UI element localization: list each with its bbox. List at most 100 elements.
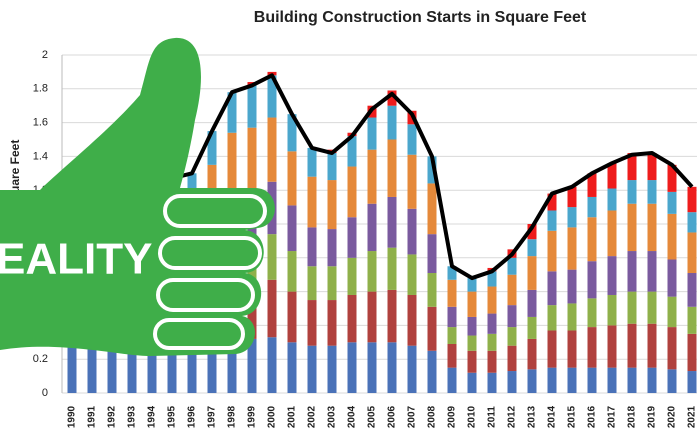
x-tick-label: 2011	[487, 406, 498, 428]
bar-segment	[468, 292, 477, 317]
bar-segment	[428, 234, 437, 273]
bar-segment	[528, 369, 537, 393]
bar-segment	[308, 227, 317, 266]
bar-segment	[448, 344, 457, 368]
bar-segment	[468, 278, 477, 292]
bar-segment	[288, 292, 297, 343]
bar-segment	[668, 369, 677, 393]
bar-segment	[228, 133, 237, 192]
x-tick-label: 2009	[447, 405, 458, 428]
bar-segment	[428, 351, 437, 393]
y-tick-label: 0.2	[33, 353, 48, 365]
bar-segment	[608, 256, 617, 295]
bar-segment	[668, 297, 677, 327]
bar-segment	[388, 140, 397, 197]
bar-segment	[628, 292, 637, 324]
bar-segment	[648, 292, 657, 324]
bar-segment	[648, 368, 657, 393]
x-tick-label: 2008	[427, 405, 438, 428]
bar-segment	[588, 298, 597, 327]
bar-segment	[468, 351, 477, 373]
bar-segment	[288, 151, 297, 205]
bar-segment	[428, 183, 437, 234]
bar-segment	[328, 266, 337, 300]
bar-segment	[588, 217, 597, 261]
bar-segment	[448, 307, 457, 327]
bar-segment	[608, 325, 617, 367]
bar-segment	[548, 210, 557, 230]
x-tick-label: 1992	[107, 405, 118, 428]
overlay-text: EALITY	[0, 235, 152, 284]
x-tick-label: 1990	[67, 405, 78, 428]
x-tick-label: 2020	[667, 405, 678, 428]
bar-segment	[428, 273, 437, 307]
bar-segment	[548, 368, 557, 393]
bar-segment	[508, 327, 517, 346]
bar-segment	[588, 368, 597, 393]
x-tick-label: 2014	[547, 405, 558, 428]
bar-segment	[348, 295, 357, 342]
bar-segment	[68, 342, 77, 393]
x-tick-label: 2012	[507, 405, 518, 428]
bar-segment	[688, 307, 697, 334]
bar-segment	[508, 258, 517, 275]
x-tick-label: 1991	[87, 405, 98, 428]
bar-segment	[268, 118, 277, 182]
bar-segment	[488, 351, 497, 373]
bar-segment	[308, 266, 317, 300]
bar-segment	[668, 192, 677, 214]
x-tick-label: 1994	[147, 405, 158, 428]
bar-segment	[608, 189, 617, 211]
bar-segment	[668, 259, 677, 296]
x-tick-label: 1996	[187, 405, 198, 428]
x-tick-label: 2016	[587, 405, 598, 428]
bar-segment	[688, 212, 697, 232]
bar-segment	[528, 256, 537, 290]
bar-segment	[528, 317, 537, 339]
bar-segment	[388, 106, 397, 140]
bar-segment	[548, 231, 557, 272]
bar-segment	[288, 251, 297, 292]
bar-segment	[108, 347, 117, 393]
x-tick-label: 1998	[227, 405, 238, 428]
bar-segment	[628, 251, 637, 292]
bar-segment	[268, 280, 277, 337]
bar-segment	[588, 327, 597, 368]
bar-segment	[568, 368, 577, 393]
x-tick-label: 2005	[367, 405, 378, 428]
y-tick-label: 0	[42, 387, 48, 399]
bar-segment	[408, 295, 417, 346]
bar-segment	[408, 254, 417, 295]
bar-segment	[568, 330, 577, 367]
bar-segment	[308, 300, 317, 346]
bar-segment	[408, 346, 417, 393]
bar-segment	[648, 180, 657, 204]
bar-segment	[688, 187, 697, 212]
x-tick-label: 2018	[627, 405, 638, 428]
bar-segment	[448, 368, 457, 393]
x-tick-label: 1993	[127, 405, 138, 428]
bar-segment	[328, 300, 337, 346]
y-tick-label: 1.6	[33, 117, 48, 129]
bar-segment	[408, 155, 417, 209]
bar-segment	[348, 217, 357, 258]
bar-segment	[428, 307, 437, 351]
y-tick-label: 2	[42, 49, 48, 61]
bar-segment	[268, 234, 277, 280]
bar-segment	[268, 337, 277, 393]
bar-segment	[588, 197, 597, 217]
bar-segment	[328, 229, 337, 266]
y-tick-label: 1.8	[33, 83, 48, 95]
bar-segment	[468, 373, 477, 393]
bar-segment	[288, 205, 297, 251]
bar-segment	[368, 342, 377, 393]
bar-segment	[628, 180, 637, 204]
x-tick-label: 1995	[167, 405, 178, 428]
x-tick-label: 2002	[307, 405, 318, 428]
bar-segment	[308, 177, 317, 228]
bar-segment	[688, 371, 697, 393]
bar-segment	[468, 336, 477, 351]
bar-segment	[328, 346, 337, 393]
chart-title: Building Construction Starts in Square F…	[254, 9, 587, 26]
bar-segment	[88, 346, 97, 393]
